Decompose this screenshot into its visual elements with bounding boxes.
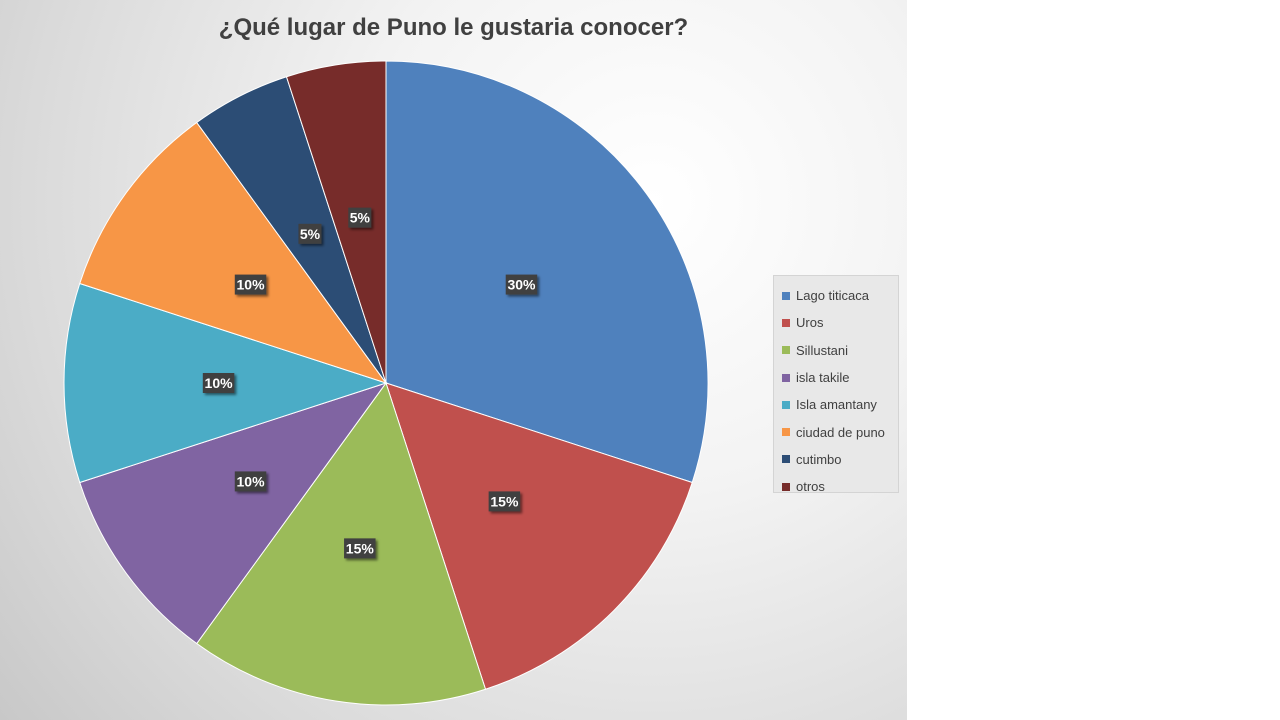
chart-title: ¿Qué lugar de Puno le gustaria conocer?	[218, 14, 689, 41]
data-label-isla-takile: 10%	[234, 471, 267, 492]
legend-item: Uros	[774, 309, 898, 336]
pie-slice-uros	[385, 382, 693, 690]
pie-slice-sillustani	[196, 381, 487, 706]
data-label-text: 10%	[237, 473, 266, 489]
data-label-text: 5%	[350, 210, 371, 226]
legend-item: Lago titicaca	[774, 282, 898, 309]
legend-swatch	[782, 346, 790, 355]
chart-area: ¿Qué lugar de Puno le gustaria conocer? …	[0, 0, 907, 720]
pie-slice-lago-titicaca	[385, 60, 709, 484]
legend-swatch	[782, 373, 790, 382]
data-label-text: 15%	[490, 493, 519, 509]
data-label-lago-titicaca: 30%	[505, 274, 538, 295]
legend-swatch	[782, 318, 790, 327]
data-label-text: 15%	[346, 540, 375, 556]
legend-label: ciudad de puno	[796, 424, 885, 440]
data-label-uros: 15%	[488, 491, 521, 512]
data-label-cutimbo: 5%	[298, 223, 322, 244]
legend-label: Isla amantany	[796, 397, 877, 413]
data-label-text: 30%	[507, 277, 536, 293]
data-label-sillustani: 15%	[344, 538, 376, 559]
legend-label: Sillustani	[796, 342, 849, 358]
data-label-ciudad-de-puno: 10%	[234, 274, 267, 295]
legend-swatch	[782, 455, 790, 464]
legend-item: isla takile	[774, 364, 898, 391]
pie-slice-ciudad-de-puno	[79, 121, 388, 384]
pie-slice-otros	[285, 60, 387, 384]
pie-slice-isla-takile	[79, 382, 388, 645]
pie-chart: 30% 15% 15% 10% 10% 10% 5% 5%	[63, 60, 709, 706]
legend-label: cutimbo	[796, 451, 842, 467]
legend-label: isla takile	[796, 370, 850, 386]
data-label-text: 5%	[300, 226, 321, 242]
legend-item: cutimbo	[774, 446, 898, 473]
legend-swatch	[782, 400, 790, 409]
legend-swatch	[782, 482, 790, 491]
legend-item: ciudad de puno	[774, 418, 898, 445]
data-label-otros: 5%	[348, 207, 372, 228]
data-label-text: 10%	[237, 277, 266, 293]
legend-item: Isla amantany	[774, 391, 898, 418]
chart-legend: Lago titicaca Uros Sillustani isla takile Is…	[773, 275, 899, 494]
data-label-text: 10%	[205, 375, 234, 391]
legend-label: Uros	[796, 315, 824, 331]
legend-swatch	[782, 291, 790, 300]
legend-item: Sillustani	[774, 337, 898, 364]
data-label-isla-amantany: 10%	[202, 373, 235, 393]
legend-swatch	[782, 428, 790, 437]
legend-label: otros	[796, 479, 825, 495]
legend-label: Lago titicaca	[796, 288, 869, 304]
legend-item: otros	[774, 473, 898, 500]
